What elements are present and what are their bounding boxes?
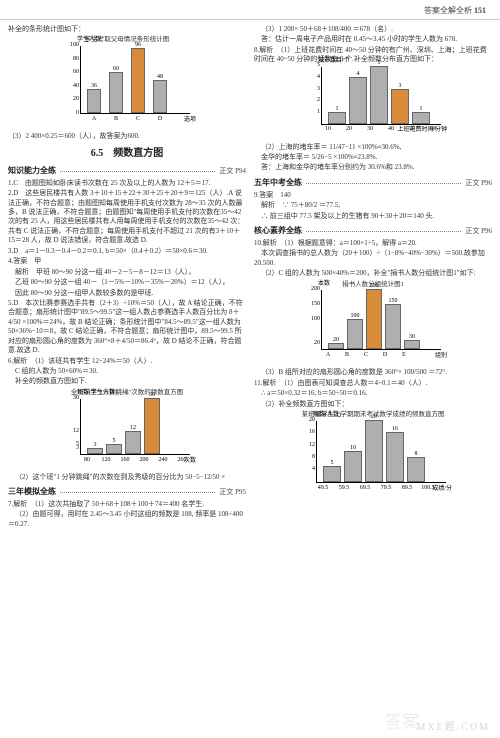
watermark-site: MXE题.COM (416, 721, 490, 735)
q10a: 10.解析 （1）根据题意得：a＝100×1÷5，解得 a＝20. (254, 239, 492, 248)
chart4-container: 捐书人数分组统计图1 201001502002010020015030ABCDE… (254, 281, 492, 365)
subhead-core-ref: 正文 P96 (465, 227, 492, 236)
q10d: （3）B 组所对应的扇形圆心角的度数是 360°× 100/500 ＝72°. (254, 368, 492, 377)
q3: 3.D a＝1－0.3－0.4－0.2＝0.1, b＝50×（0.4＋0.2）＝… (8, 247, 246, 256)
intro-text: 补全的条形统计图如下： (8, 25, 246, 34)
sh2: 金华的堵车率＝ 5/26−5 ×100%≈23.8%. (254, 153, 492, 162)
answer-3: （3）2 400×0.25＝600（人），故答案为600. (8, 132, 246, 141)
q6b: C 组的人数为 50×60%＝30. (8, 367, 246, 376)
q4c: 乙班 80～90 分这一组 40－（1－5%－10%－35%－20%）＝12（人… (8, 278, 246, 287)
subhead-3year-ref: 正文 P95 (219, 488, 246, 497)
subhead-core: 核心素养全练 正文 P96 (254, 226, 492, 237)
subhead-3year-label: 三年模拟全练 (8, 487, 56, 498)
sh3: 答：上海和金华的堵车率分别约为 30.6%和 23.8%. (254, 163, 492, 172)
subhead-knowledge-label: 知识能力全练 (8, 166, 56, 177)
q7b: （2）由题可得，用时在 2.45～3.45 小时这组的频数是 108, 频率是 … (8, 510, 246, 529)
subhead-knowledge-ref: 正文 P94 (219, 167, 246, 176)
q4a: 4.答案 甲 (8, 257, 246, 266)
chart5-container: 某班级学生上学期期末考试数学成绩的频数直方图 48121620510201684… (254, 411, 492, 497)
subhead-3year: 三年模拟全练 正文 P95 (8, 487, 246, 498)
q2: 2.D 这些居民楼共有人数 3＋10＋15＋22＋30＋25＋20＋9＝125（… (8, 189, 246, 246)
chart3: 1234514531102030405060城市数目/个上班花费时间/分钟 (321, 67, 441, 125)
left-column: 补全的条形统计图如下： 学生考取父母情况条形统计图 02040608010036… (8, 24, 246, 530)
r-top1: （3）1 200× 50＋68＋108/400 ＝678（名）. (254, 25, 492, 34)
q11c: （2）补全频数直方图如下： (254, 400, 492, 409)
q4d: 因此 80～90 分这一组甲人数较多数的是甲班. (8, 289, 246, 298)
r-top2: 答：估计一周电子产品用时在 0.45～3.45 小时的学生人数为 678. (254, 35, 492, 44)
chart5: 481216205102016849.559.569.579.589.5100.… (316, 421, 446, 483)
q5: 5.D 本次比赛参赛选手共有（2＋3）÷10%＝50（人），故 A 结论正确，不… (8, 299, 246, 356)
q6a: 6.解析 （1）该班共有学生 12÷24%＝50（人）. (8, 357, 246, 366)
chart1: 02040608010036609648ABCD学生人数选项 (80, 46, 190, 114)
q1c: 1.C 由题图知如卧床读书次数在 25 次及以上的人数为 12＋5＝17. (8, 179, 246, 188)
dots (306, 183, 461, 184)
chart4: 201001502002010020015030ABCDE本数组别 (321, 290, 441, 350)
q9c: ∴ 前三组中 77.5 架及以上的生猪有 90＋30＋20＝140 头. (254, 212, 492, 221)
subhead-5year: 五年中考全练 正文 P96 (254, 178, 492, 189)
dots (60, 171, 215, 172)
header-title: 答案全解全析 (424, 6, 472, 15)
subhead-5year-label: 五年中考全练 (254, 178, 302, 189)
chart2: 35123035123080120160200240260频数(学生人数)次数 (80, 399, 190, 455)
right-column: （3）1 200× 50＋68＋108/400 ＝678（名）. 答：估计一周电… (254, 24, 492, 530)
q6d: （2）这个班"1 分钟跳绳"的次数在到及秀级的百分比为 50−5−12/50 × (8, 473, 246, 482)
dots (306, 231, 461, 232)
chart3-container: 1234514531102030405060城市数目/个上班花费时间/分钟 (254, 67, 492, 139)
q10c: （2）C 组的人数为 500×40%＝200，补全"捐书人数分组统计图1"如下: (254, 269, 492, 278)
subhead-core-label: 核心素养全练 (254, 226, 302, 237)
two-column-layout: 补全的条形统计图如下： 学生考取父母情况条形统计图 02040608010036… (0, 24, 500, 530)
q10b: 本次调查捐书的总人数为（20＋100）÷（1−8%−40%−30%）＝500.故… (254, 249, 492, 268)
page-header: 答案全解全析 151 (0, 0, 500, 20)
dots (60, 492, 215, 493)
section-6-5-title: 6.5 频数直方图 (8, 147, 246, 161)
q6c: 补全的频数直方图如下. (8, 377, 246, 386)
q11b: ∴ a＝50×0.32＝16, b＝50÷50＝0.16. (254, 389, 492, 398)
q7a: 7.解析 （1）这次共抽取了 50＋68＋108＋100＋74＝400 名学生. (8, 500, 246, 509)
q4b: 解析 甲班 80～90 分这一组 40－2－5－8－12＝13（人）， (8, 268, 246, 277)
sh1: （2）上海的堵车率＝ 11/47−11 ×100%≈30.6%, (254, 143, 492, 152)
page-number: 151 (474, 6, 486, 15)
q9b: 解析 ∵ 75＋80/2 ＝77.5, (254, 201, 492, 210)
subhead-5year-ref: 正文 P96 (465, 179, 492, 188)
chart1-container: 学生考取父母情况条形统计图 02040608010036609648ABCD学生… (8, 36, 246, 128)
watermark-stamp: 答案 (384, 710, 420, 734)
q9a: 9.答案 140 (254, 191, 492, 200)
q11a: 11.解析 （1）由图表可知调查总人数＝4÷0.1＝40（人）. (254, 379, 492, 388)
subhead-knowledge: 知识能力全练 正文 P94 (8, 166, 246, 177)
chart2-container: 全班学生"1分钟跳绳"次数的频数直方图 35123035123080120160… (8, 389, 246, 469)
